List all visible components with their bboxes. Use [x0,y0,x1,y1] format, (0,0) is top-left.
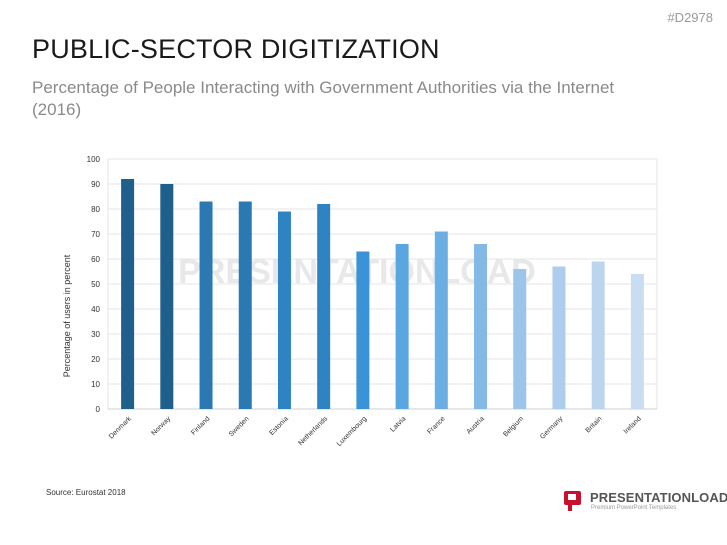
y-tick-label: 20 [91,355,100,364]
bar-france [434,231,448,409]
x-axis: Denmark Norway Finland Sweden Estonia Netherl… [108,415,643,448]
bar-estonia [277,211,291,409]
logo-name: PRESENTATIONLOAD [590,490,727,505]
y-tick-label: 100 [87,155,101,164]
bar-denmark [121,179,135,409]
logo-icon [564,491,581,511]
page-title: PUBLIC-SECTOR DIGITIZATION [32,34,440,64]
page-subtitle: Percentage of People Interacting with Go… [32,78,615,119]
y-tick-label: 50 [91,280,100,289]
logo-tagline: Premium PowerPoint Templates [591,505,677,511]
x-tick-label: Norway [151,415,173,437]
bar-finland [199,201,213,409]
x-tick-label: France [426,415,446,435]
y-axis: 0 10 20 30 40 50 60 70 80 90 100 [87,155,101,414]
x-tick-label: Finland [190,415,211,436]
bar-austria [474,244,488,409]
x-tick-label: Sweden [228,415,251,438]
x-tick-label: Austria [466,415,486,435]
bar-germany [552,266,566,409]
slide-id: #D2978 [667,10,713,25]
brand-logo: PRESENTATIONLOAD Premium PowerPoint Temp… [563,488,727,516]
x-tick-label: Latvia [389,415,407,433]
bar-belgium [513,269,527,409]
x-tick-label: Estonia [268,415,290,437]
y-tick-label: 40 [91,305,100,314]
x-tick-label: Britain [585,415,604,434]
x-tick-label: Luxembourg [336,415,369,448]
chart-grid [107,158,658,410]
x-tick-label: Ireland [623,415,643,435]
x-tick-label: Belgium [502,415,525,438]
y-tick-label: 90 [91,180,100,189]
x-tick-label: Denmark [108,415,133,440]
x-tick-label: Germany [539,415,565,441]
bar-britain [591,261,605,409]
bar-netherlands [317,204,331,409]
y-axis-label: Percentage of users in percent [62,254,72,377]
bar-latvia [395,244,409,409]
y-tick-label: 80 [91,205,100,214]
y-tick-label: 10 [91,380,100,389]
source-note: Source: Eurostat 2018 [46,488,126,497]
bar-ireland [630,274,644,409]
x-tick-label: Netherlands [297,415,329,447]
bar-norway [160,184,174,409]
chart-bars [121,179,644,409]
y-tick-label: 30 [91,330,100,339]
bar-luxembourg [356,251,370,409]
bar-sweden [238,201,252,409]
y-tick-label: 70 [91,230,100,239]
y-tick-label: 0 [96,405,101,414]
bar-chart: PRESENTATIONLOAD 0102030405060708090100 … [62,155,658,448]
y-tick-label: 60 [91,255,100,264]
